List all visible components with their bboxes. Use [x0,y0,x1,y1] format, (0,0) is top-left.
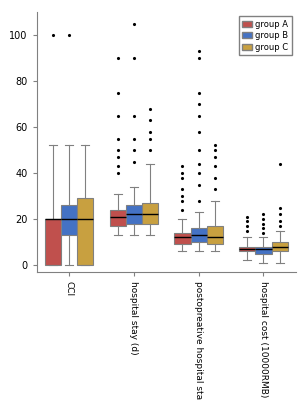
PathPatch shape [239,247,255,251]
PathPatch shape [77,198,93,265]
PathPatch shape [45,219,61,265]
Legend: group A, group B, group C: group A, group B, group C [239,16,292,55]
PathPatch shape [207,226,223,244]
PathPatch shape [61,205,77,235]
PathPatch shape [191,228,207,242]
PathPatch shape [109,210,126,226]
PathPatch shape [174,233,191,244]
PathPatch shape [271,242,288,251]
PathPatch shape [126,205,142,224]
PathPatch shape [255,247,271,254]
PathPatch shape [142,203,158,224]
